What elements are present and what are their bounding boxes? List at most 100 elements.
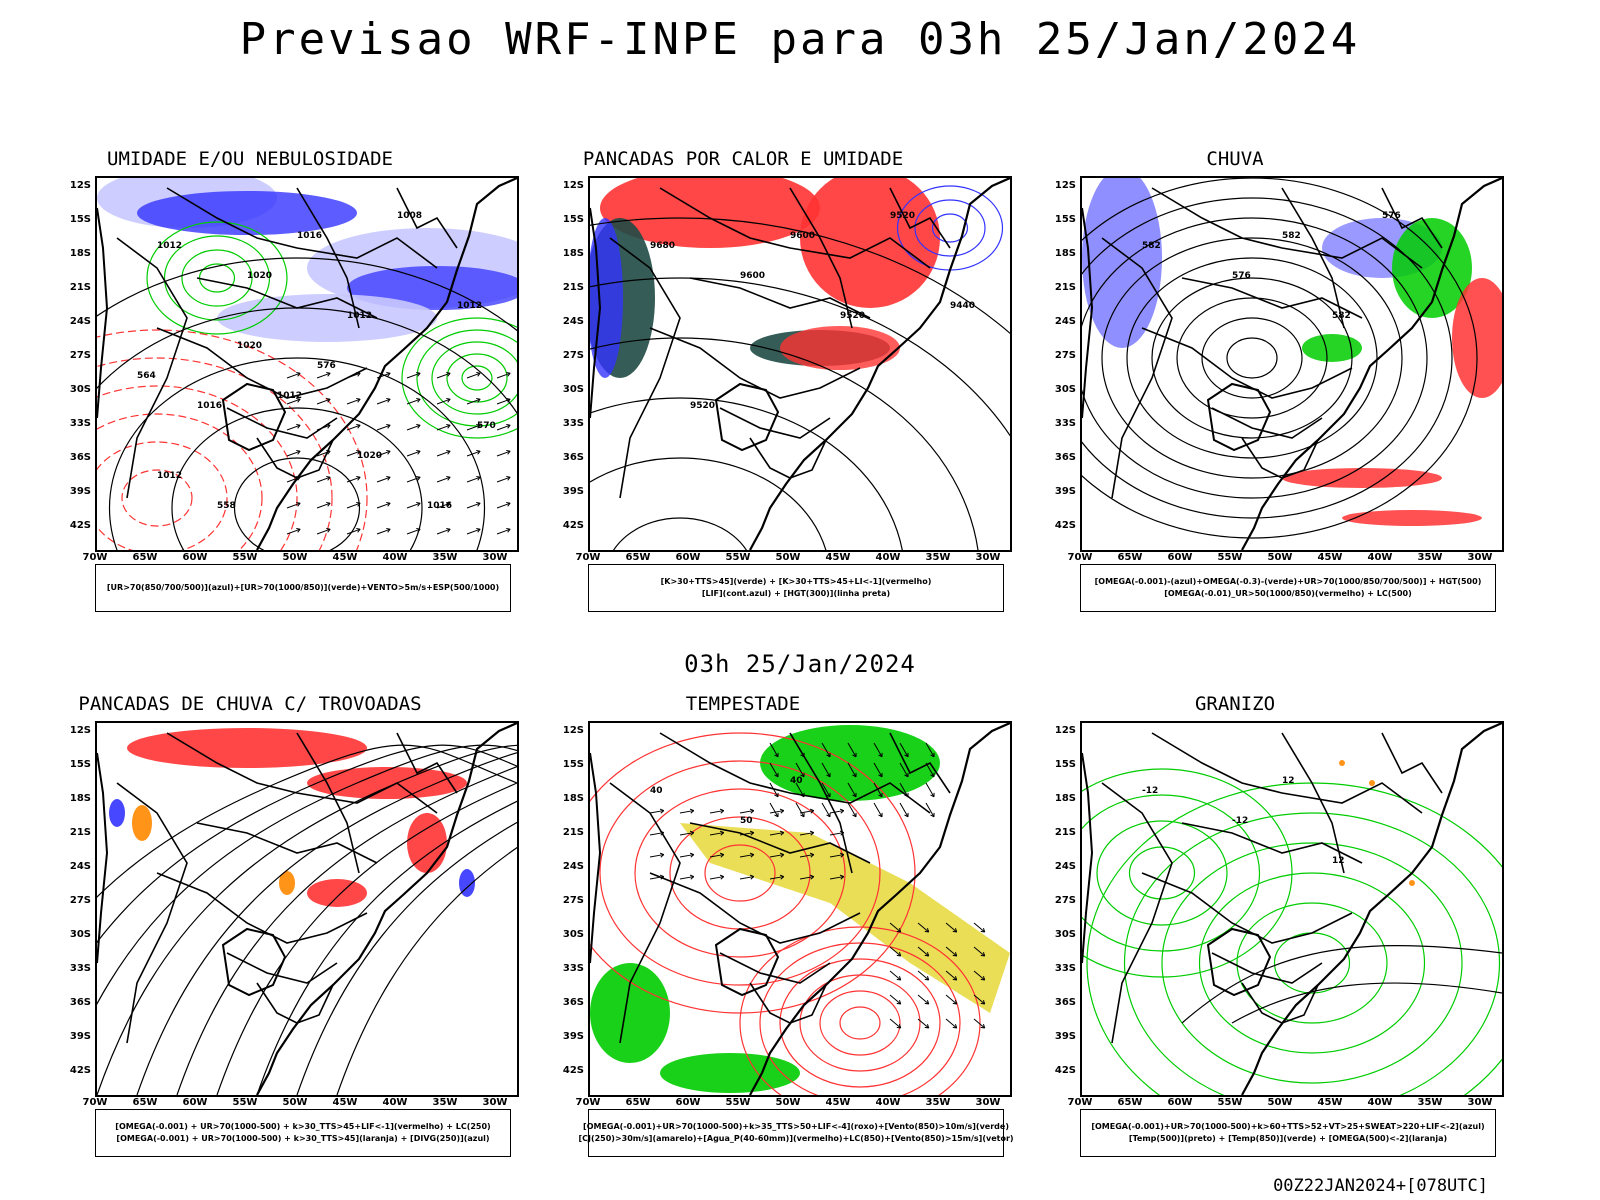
latitude-label: 42S — [562, 520, 584, 531]
legend-line: [OMEGA(-0.01)_UR>50(1000/850)(vermelho) … — [1164, 589, 1412, 598]
wind-vector — [749, 830, 755, 836]
state-border — [116, 782, 188, 1044]
state-border — [889, 732, 951, 794]
state-border — [1151, 187, 1423, 269]
wind-vector — [899, 762, 909, 778]
map-canvas: 9680 9600 9600 9520 9520 9440 9520 — [590, 178, 1010, 550]
map-canvas: 1012 1020 1016 1012 1008 1012 1016 1012 1020 1016… — [97, 178, 517, 550]
orange-omega-point — [1369, 780, 1375, 786]
latitude-label: 18S — [562, 248, 584, 259]
wind-vector — [917, 946, 930, 957]
wind-vector — [917, 994, 930, 1005]
latitude-label: 21S — [562, 282, 584, 293]
state-border — [396, 732, 458, 794]
streamline — [97, 744, 517, 898]
contour-label: 1016 — [427, 501, 452, 511]
wind-vector — [826, 772, 831, 778]
longitude-label: 35W — [925, 552, 951, 563]
wind-vector — [286, 424, 301, 431]
contour-label: 12 — [1332, 856, 1345, 866]
wind-vector — [896, 1024, 902, 1029]
wind-vector — [436, 450, 451, 457]
green-wind-area — [760, 725, 940, 801]
wind-vector — [925, 762, 935, 778]
state-border — [609, 237, 681, 499]
wind-vector — [873, 742, 883, 758]
wind-vector — [496, 528, 511, 535]
wind-vector — [659, 852, 665, 858]
wind-vector — [506, 371, 511, 377]
wind-vector — [896, 928, 902, 933]
coastline — [97, 752, 109, 964]
latitude-label: 30S — [562, 384, 584, 395]
wind-vector — [436, 502, 451, 509]
latitude-label: 15S — [562, 214, 584, 225]
green-humidity-contour — [446, 353, 508, 403]
wind-vector — [406, 502, 421, 509]
wind-vector — [649, 810, 664, 814]
wind-vector — [386, 423, 391, 429]
latitude-label: 24S — [1054, 861, 1076, 872]
longitude-label: 70W — [1067, 1097, 1093, 1108]
wind-vector — [826, 792, 831, 798]
latitude-label: 27S — [69, 895, 91, 906]
longitude-label: 65W — [625, 552, 651, 563]
wind-vector — [899, 742, 909, 758]
wind-vector — [924, 1000, 930, 1005]
wind-vector — [506, 475, 511, 481]
longitude-label: 35W — [432, 1097, 458, 1108]
wind-vector — [679, 832, 694, 836]
contour-label: 582 — [1332, 311, 1351, 321]
longitude-label: 60W — [182, 1097, 208, 1108]
wind-vector — [436, 528, 451, 535]
wind-vector — [809, 830, 815, 836]
state-border — [659, 187, 931, 269]
wind-vector — [930, 752, 935, 758]
wind-vector — [739, 854, 754, 858]
green-humidity-contour — [461, 365, 493, 391]
wind-vector — [506, 397, 511, 403]
contour-label: 1008 — [397, 211, 422, 221]
map-frame: 1012 1020 1016 1012 1008 1012 1016 1012 1020 1016… — [95, 176, 519, 552]
wind-vector — [779, 808, 785, 814]
wind-vector — [376, 398, 391, 405]
panel-title: CHUVA — [1206, 148, 1264, 170]
wind-vector — [356, 475, 361, 481]
longitude-label: 30W — [482, 1097, 508, 1108]
streamline — [97, 744, 517, 1006]
red-storm-area — [407, 813, 447, 873]
map-frame — [95, 721, 519, 1097]
wind-vector — [769, 854, 784, 858]
black-hgt-contour — [1126, 257, 1378, 459]
wind-vector — [466, 476, 481, 483]
run-id-label: 00Z22JAN2024+[078UTC] — [1273, 1176, 1488, 1196]
blue-divergence-area — [459, 869, 475, 897]
black-temp-contour — [1231, 982, 1502, 1024]
contour-label: 1012 — [157, 471, 182, 481]
wind-vector — [924, 1024, 930, 1029]
wind-vector — [689, 808, 695, 814]
wind-vector — [809, 852, 815, 858]
wind-vector — [829, 876, 844, 880]
wind-vector — [296, 397, 301, 403]
latitude-label: 30S — [1054, 384, 1076, 395]
longitude-label: 65W — [1117, 552, 1143, 563]
wind-vector — [476, 501, 481, 507]
blue-lif-area — [590, 218, 623, 378]
longitude-label: 50W — [1267, 1097, 1293, 1108]
red-water-contour — [739, 926, 981, 1095]
longitude-label: 40W — [382, 552, 408, 563]
wind-vector — [930, 772, 935, 778]
wind-vector — [416, 475, 421, 481]
wind-vector — [679, 854, 694, 858]
contour-label: 1012 — [157, 241, 182, 251]
latitude-label: 15S — [562, 759, 584, 770]
state-border — [689, 277, 871, 319]
contour-label: 40 — [790, 776, 803, 786]
orange-area — [132, 805, 152, 841]
latitude-label: 36S — [562, 997, 584, 1008]
wind-vector — [709, 854, 724, 858]
wind-vector — [296, 423, 301, 429]
latitude-label: 21S — [69, 282, 91, 293]
contour-label: 1020 — [357, 451, 382, 461]
